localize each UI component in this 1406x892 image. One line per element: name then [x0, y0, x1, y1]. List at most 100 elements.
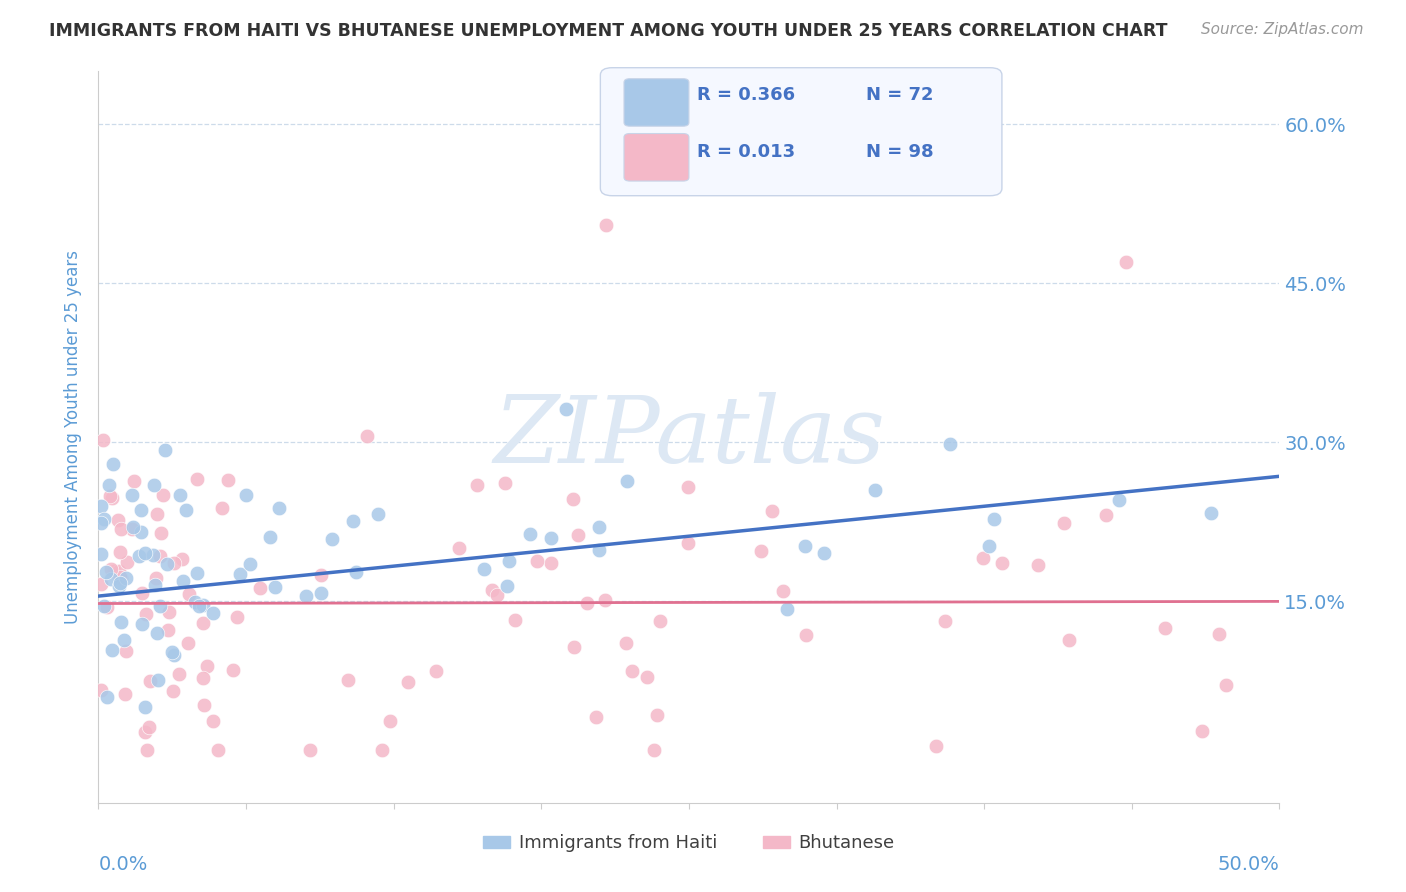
Bhutanese	[494, 476, 516, 491]
Bhutanese	[90, 577, 112, 591]
Text: N = 98: N = 98	[866, 143, 934, 161]
Bhutanese	[636, 670, 658, 684]
Bhutanese	[114, 644, 136, 658]
Bhutanese	[108, 545, 131, 559]
Immigrants from Haiti	[172, 574, 194, 589]
Immigrants from Haiti	[100, 642, 122, 657]
Bhutanese	[370, 743, 392, 757]
Bhutanese	[108, 564, 131, 578]
Immigrants from Haiti	[184, 595, 207, 609]
Immigrants from Haiti	[163, 648, 186, 662]
Immigrants from Haiti	[143, 577, 166, 591]
Bhutanese	[193, 698, 215, 712]
Bhutanese	[170, 552, 193, 566]
Bhutanese	[157, 605, 180, 619]
Immigrants from Haiti	[142, 548, 165, 562]
Immigrants from Haiti	[540, 531, 562, 545]
Bhutanese	[425, 664, 447, 678]
Bhutanese	[121, 522, 143, 536]
Bhutanese	[225, 609, 247, 624]
Bhutanese	[222, 663, 245, 677]
Bhutanese	[621, 664, 644, 678]
Bhutanese	[202, 714, 225, 729]
Bhutanese	[115, 555, 138, 569]
Legend: Immigrants from Haiti, Bhutanese: Immigrants from Haiti, Bhutanese	[475, 827, 903, 860]
Bhutanese	[503, 613, 526, 627]
Bhutanese	[1215, 678, 1237, 692]
Immigrants from Haiti	[1108, 492, 1130, 507]
Bhutanese	[1053, 516, 1076, 530]
Bhutanese	[100, 562, 122, 576]
Bhutanese	[481, 583, 503, 598]
Text: Source: ZipAtlas.com: Source: ZipAtlas.com	[1201, 22, 1364, 37]
Bhutanese	[191, 615, 214, 630]
Immigrants from Haiti	[367, 507, 389, 521]
Immigrants from Haiti	[96, 690, 118, 704]
Immigrants from Haiti	[93, 599, 115, 613]
Bhutanese	[761, 504, 783, 518]
Immigrants from Haiti	[100, 572, 122, 586]
Text: ZIPatlas: ZIPatlas	[494, 392, 884, 482]
Bhutanese	[135, 607, 157, 621]
Immigrants from Haiti	[169, 488, 191, 502]
Immigrants from Haiti	[588, 519, 610, 533]
Bhutanese	[614, 636, 637, 650]
Immigrants from Haiti	[103, 457, 125, 471]
Bhutanese	[576, 595, 599, 609]
Bhutanese	[122, 474, 145, 488]
Immigrants from Haiti	[259, 530, 281, 544]
Bhutanese	[934, 614, 956, 628]
Bhutanese	[93, 433, 115, 447]
Bhutanese	[299, 743, 322, 757]
Immigrants from Haiti	[496, 579, 519, 593]
Bhutanese	[676, 480, 699, 494]
FancyBboxPatch shape	[624, 134, 689, 181]
Immigrants from Haiti	[311, 586, 333, 600]
Immigrants from Haiti	[156, 557, 179, 571]
Immigrants from Haiti	[1199, 506, 1222, 520]
Immigrants from Haiti	[269, 500, 291, 515]
Bhutanese	[150, 526, 173, 541]
Bhutanese	[1154, 621, 1177, 635]
Bhutanese	[309, 567, 332, 582]
Immigrants from Haiti	[977, 540, 1000, 554]
Bhutanese	[217, 473, 239, 487]
Bhutanese	[177, 635, 200, 649]
Bhutanese	[593, 592, 616, 607]
Bhutanese	[1057, 633, 1080, 648]
Bhutanese	[585, 710, 607, 724]
Immigrants from Haiti	[149, 599, 172, 613]
Immigrants from Haiti	[776, 602, 799, 616]
Immigrants from Haiti	[616, 475, 638, 489]
Immigrants from Haiti	[498, 554, 520, 568]
Immigrants from Haiti	[555, 402, 578, 417]
FancyBboxPatch shape	[600, 68, 1002, 195]
Bhutanese	[186, 472, 208, 486]
Immigrants from Haiti	[98, 477, 121, 491]
Bhutanese	[486, 588, 509, 602]
Bhutanese	[749, 544, 772, 558]
Bhutanese	[195, 659, 218, 673]
Bhutanese	[96, 600, 118, 615]
Bhutanese	[145, 571, 167, 585]
Immigrants from Haiti	[191, 598, 214, 612]
Bhutanese	[136, 743, 159, 757]
Y-axis label: Unemployment Among Youth under 25 years: Unemployment Among Youth under 25 years	[65, 250, 83, 624]
Immigrants from Haiti	[134, 546, 156, 560]
Immigrants from Haiti	[186, 566, 208, 580]
Bhutanese	[131, 586, 153, 600]
Bhutanese	[167, 666, 190, 681]
Immigrants from Haiti	[519, 527, 541, 541]
Immigrants from Haiti	[143, 477, 166, 491]
Immigrants from Haiti	[188, 599, 211, 614]
Bhutanese	[972, 550, 994, 565]
Bhutanese	[110, 571, 132, 585]
Immigrants from Haiti	[112, 633, 135, 648]
Bhutanese	[101, 491, 124, 505]
Immigrants from Haiti	[174, 502, 197, 516]
Immigrants from Haiti	[229, 567, 252, 582]
Bhutanese	[108, 570, 131, 584]
Bhutanese	[772, 583, 794, 598]
Bhutanese	[562, 492, 585, 507]
Immigrants from Haiti	[129, 503, 152, 517]
